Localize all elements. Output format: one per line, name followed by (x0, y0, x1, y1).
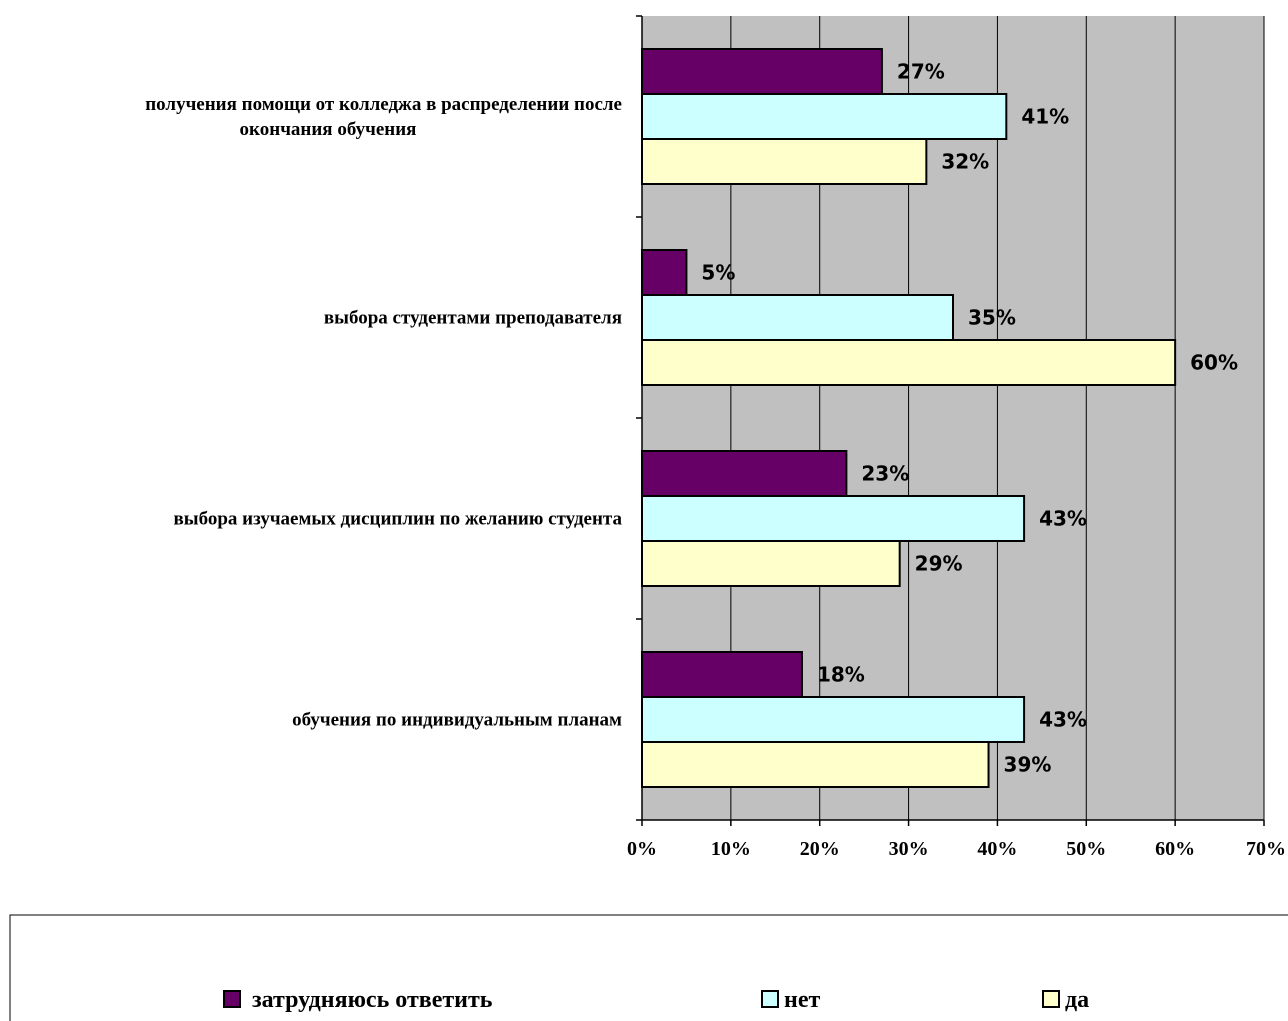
legend-box (9, 914, 1288, 1021)
legend-label: нет (784, 987, 820, 1013)
bar (641, 339, 1177, 386)
legend-label: да (1065, 987, 1089, 1013)
data-label: 43% (1039, 507, 1087, 531)
data-label: 35% (968, 306, 1016, 330)
category-label: выбора студентами преподавателя (324, 308, 622, 329)
category-label: выбора изучаемых дисциплин по желанию ст… (173, 509, 622, 530)
bar (641, 450, 848, 497)
legend-swatch (1042, 990, 1060, 1008)
x-tick-label: 0% (627, 838, 657, 860)
data-label: 27% (897, 60, 945, 84)
bars: 27% 41% 32% 5% 35% 60% 23% 43% 29% 18% 43% 39% (641, 48, 1238, 788)
data-label: 43% (1039, 708, 1087, 732)
bar (641, 93, 1008, 140)
bar (641, 540, 901, 587)
bar (641, 294, 954, 341)
bar (641, 249, 688, 296)
x-tick-label: 50% (1066, 838, 1106, 860)
category-label: получения помощи от колледжа в распредел… (145, 94, 622, 115)
data-label: 39% (1004, 753, 1052, 777)
x-tick-label: 20% (800, 838, 840, 860)
bar (641, 741, 990, 788)
legend-label: затрудняюсь ответить (252, 987, 493, 1013)
bar (641, 651, 803, 698)
x-tick-label: 70% (1246, 838, 1286, 860)
bar (641, 696, 1026, 743)
data-label: 5% (701, 261, 735, 285)
axes: 0% 10% 20% 30% 40% 50% 60% 70% (627, 15, 1286, 860)
legend: затрудняюсь ответить нет да (9, 914, 1288, 1021)
category-label: окончания обучения (240, 119, 417, 140)
data-label: 18% (817, 663, 865, 687)
bar (641, 48, 883, 95)
x-tick-label: 40% (977, 838, 1017, 860)
data-label: 60% (1190, 351, 1238, 375)
x-tick-label: 30% (889, 838, 929, 860)
legend-swatch (223, 990, 241, 1008)
x-tick-label: 60% (1155, 838, 1195, 860)
bar (641, 495, 1026, 542)
data-label: 41% (1021, 105, 1069, 129)
category-labels: получения помощи от колледжа в распредел… (145, 94, 622, 731)
category-label: обучения по индивидуальным планам (292, 710, 622, 731)
legend-swatch (761, 990, 779, 1008)
data-label: 23% (861, 462, 909, 486)
bar (641, 138, 928, 185)
x-tick-label: 10% (711, 838, 751, 860)
data-label: 29% (915, 552, 963, 576)
data-label: 32% (941, 150, 989, 174)
